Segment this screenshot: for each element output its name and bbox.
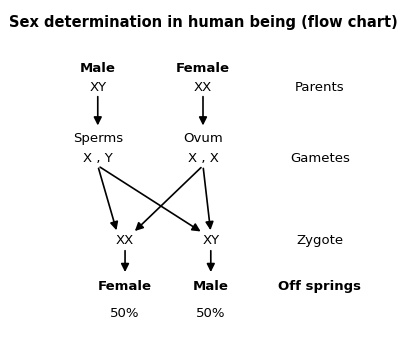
Text: Male: Male (80, 62, 115, 75)
Text: XY: XY (202, 234, 219, 247)
Text: Male: Male (192, 280, 228, 293)
Text: 50%: 50% (196, 307, 225, 320)
Text: Gametes: Gametes (289, 152, 349, 165)
Text: Female: Female (98, 280, 152, 293)
Text: 50%: 50% (110, 307, 139, 320)
Text: XX: XX (116, 234, 134, 247)
Text: Parents: Parents (294, 81, 344, 95)
Text: X , Y: X , Y (83, 152, 112, 165)
Text: Ovum: Ovum (183, 132, 222, 145)
Text: X , X: X , X (187, 152, 218, 165)
Text: Off springs: Off springs (278, 280, 360, 293)
Text: Female: Female (175, 62, 230, 75)
Text: Sex determination in human being (flow chart): Sex determination in human being (flow c… (9, 15, 396, 30)
Text: XY: XY (89, 81, 106, 95)
Text: XX: XX (194, 81, 211, 95)
Text: Zygote: Zygote (296, 234, 343, 247)
Text: Sperms: Sperms (72, 132, 123, 145)
